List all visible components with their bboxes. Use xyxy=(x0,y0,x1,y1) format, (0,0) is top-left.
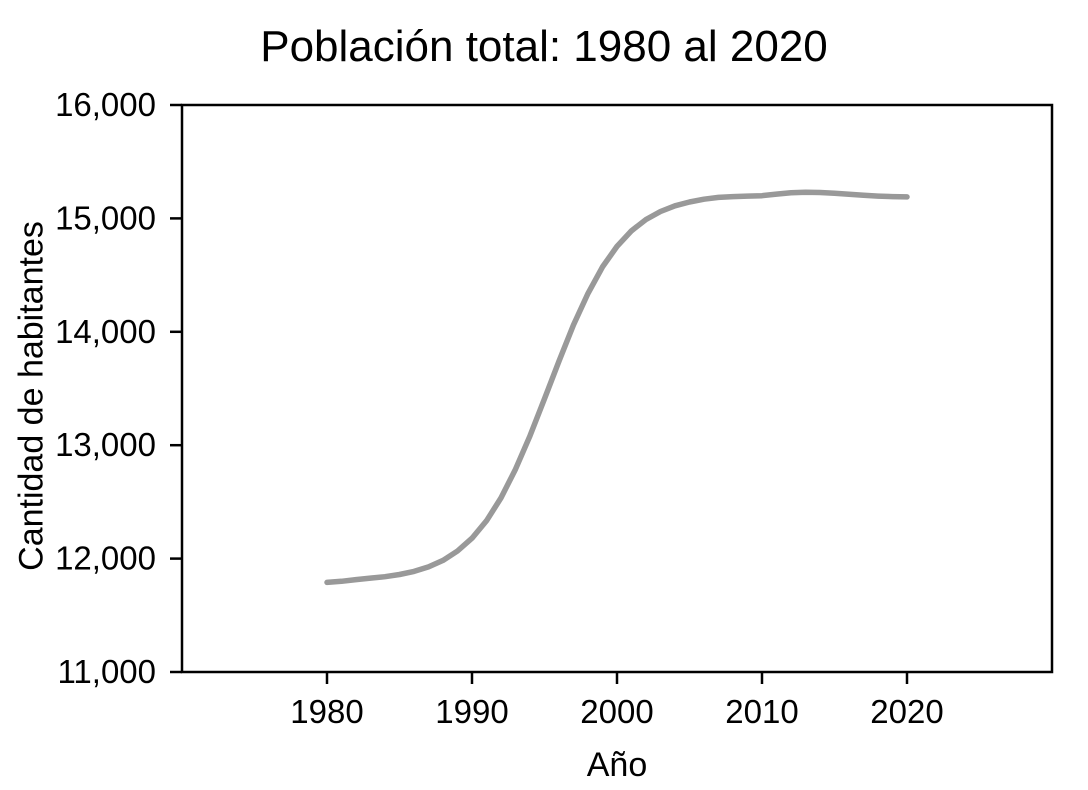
y-tick-label: 11,000 xyxy=(58,653,156,690)
x-tick-label: 1990 xyxy=(435,693,508,730)
x-tick-label: 1980 xyxy=(290,693,363,730)
x-tick-label: 2000 xyxy=(580,693,653,730)
y-tick-label: 13,000 xyxy=(55,426,156,463)
y-tick-label: 12,000 xyxy=(55,540,156,577)
y-tick-label: 16,000 xyxy=(55,86,156,123)
chart-title: Población total: 1980 al 2020 xyxy=(260,22,828,71)
x-axis-title: Año xyxy=(586,746,648,784)
plot-border xyxy=(180,103,1054,674)
y-tick-label: 14,000 xyxy=(55,313,156,350)
y-tick-label: 15,000 xyxy=(55,199,156,236)
x-tick-label: 2010 xyxy=(725,693,798,730)
population-line xyxy=(324,189,910,586)
x-tick-label: 2020 xyxy=(870,693,943,730)
